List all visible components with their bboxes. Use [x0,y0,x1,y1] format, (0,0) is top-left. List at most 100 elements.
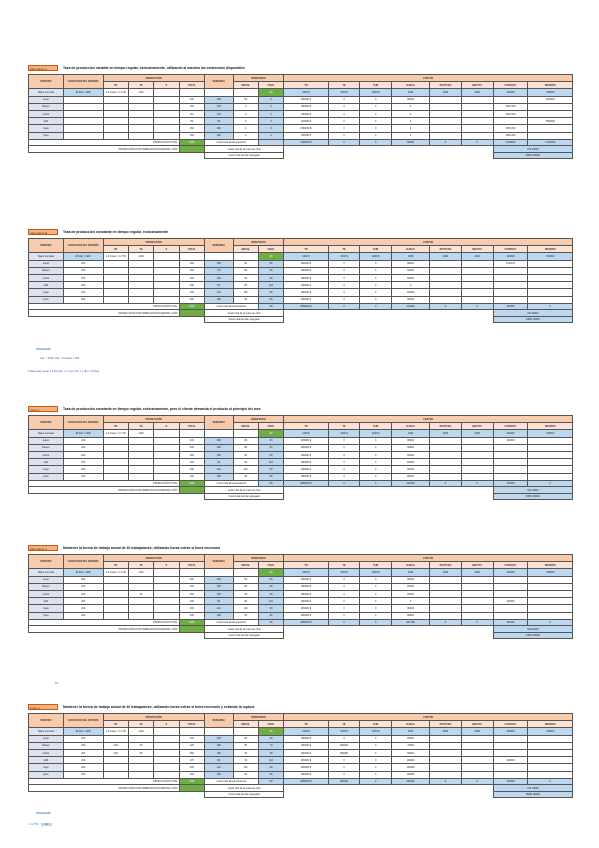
header-periodo: PERIODO [28,712,64,729]
plan-table: PERIODO CAPACIDAD DEL SISTEMA PRODUCCIÓN DE… [28,414,574,501]
table-cell: 0 [327,763,361,772]
table-cell [527,465,573,474]
table-cell [460,124,494,133]
row-label: junio [28,295,64,304]
table-cell: 100000 [492,756,529,765]
table-cell [102,597,129,606]
table-cell [527,109,573,119]
table-cell: 100000 [492,568,529,577]
table-cell [102,273,129,283]
table-cell: 200 [178,611,205,620]
table-cell: 200 [178,436,205,445]
table-cell: 0 [527,777,573,786]
table-cell [153,748,180,758]
table-cell [153,266,180,275]
table-cell [527,472,573,481]
table-cell: 200 [178,450,205,460]
row-label: Datos mensual [28,429,64,438]
table-cell: 80 [257,259,285,268]
table-cell: 0 [429,618,462,627]
header-produccion: PRODUCCIÓN [102,73,205,83]
calc-label: CÁLCULOS [36,348,51,351]
table-cell: 120000 [391,770,431,779]
table-cell: 200 [203,436,234,445]
header-subcol: TR [283,81,329,90]
table-cell: 110 [232,604,259,613]
table-cell: 70 [232,748,259,758]
table-cell [153,458,180,467]
header-periodo: PERIODO [28,237,64,254]
table-cell: 480000 $ [283,756,329,765]
table-cell: 80 [257,734,285,743]
table-cell [460,109,494,119]
table-cell [460,748,494,758]
table-cell: 0 [232,131,259,140]
table-cell [460,259,494,268]
table-cell: 0 [460,777,494,786]
header-subcol: SUB [359,561,393,570]
footer-label: Costo total de la mano de obra [203,784,285,792]
total-production: 1240 [178,777,205,786]
table-cell: 0 [327,95,361,104]
table-cell [127,281,155,290]
table-cell [492,295,529,304]
table-cell: 0 [429,138,462,147]
table-cell [527,288,573,297]
table-row: junio 200 200 150 90 80 480000 $0 0 80000 [28,611,573,620]
table-cell: 0 [327,117,361,126]
table-cell: 0 [460,479,494,488]
footer-label: PRODUCCIÓN TOTAL [28,618,180,627]
table-cell: 90000 [391,604,431,613]
table-cell [460,763,494,772]
table-cell [429,273,462,283]
table-cell: 200 [62,450,104,460]
table-cell [127,597,155,606]
table-row: mayo 200 200 110 110 90 480000 $0 0 110000 [28,288,573,297]
table-cell: 480000 $ [283,266,329,275]
table-cell [527,589,573,599]
table-cell [492,273,529,283]
table-cell [153,589,180,599]
header-subcol: INICIAL [232,81,259,90]
table-cell [527,259,573,268]
table-cell: 110 [232,763,259,772]
table-cell: 80 [232,281,259,290]
table-cell: 1000000 [527,95,573,104]
table-cell: 0 [429,479,462,488]
table-cell [460,450,494,460]
table-cell [153,741,180,750]
table-cell: 1000 [391,88,431,97]
table-cell: 0 [327,604,361,613]
table-cell [492,763,529,772]
table-cell [127,109,155,119]
table-cell: 2000 [460,727,494,736]
table-cell: 320000 $ [283,117,329,126]
table-cell: 40 trab × 220h [62,88,104,97]
table-cell [127,295,155,304]
table-cell: 250 [178,748,205,758]
table-row: marzo 200 200 50 250 150 70 90 480000 $480000 0 90… [28,748,573,758]
header-subcol: TR [283,720,329,729]
table-cell [460,288,494,297]
table-cell: 20 [127,741,155,750]
table-cell: 0 [460,302,494,311]
table-row: enero 200 200 200 80 80 480000 $0 0 80000 [28,734,573,743]
table-cell: 4000 [429,88,462,97]
table-cell: 2400 $ [283,252,329,261]
table-cell: 480000 $ [283,450,329,460]
footer-label: PRODUCCIÓN POR FABRICACIÓN DURANTE 1 AÑO [28,784,180,792]
table-cell: 0 [359,465,393,474]
table-cell: 0 [327,131,361,140]
row-label: abril [28,756,64,765]
row-label: mayo [28,604,64,613]
table-cell: 120000 [391,763,431,772]
header-demanda: DEMANDA [203,553,234,570]
table-cell [127,450,155,460]
table-cell: 0 [327,479,361,488]
table-cell [153,429,180,438]
header-demanda: DEMANDA [203,414,234,431]
table-cell: 0 [327,611,361,620]
table-cell [178,252,205,261]
table-cell: 80000 [391,138,431,147]
table-row: febrero 200 200 170 80 50 480000 $0 0 50000 [28,266,573,275]
